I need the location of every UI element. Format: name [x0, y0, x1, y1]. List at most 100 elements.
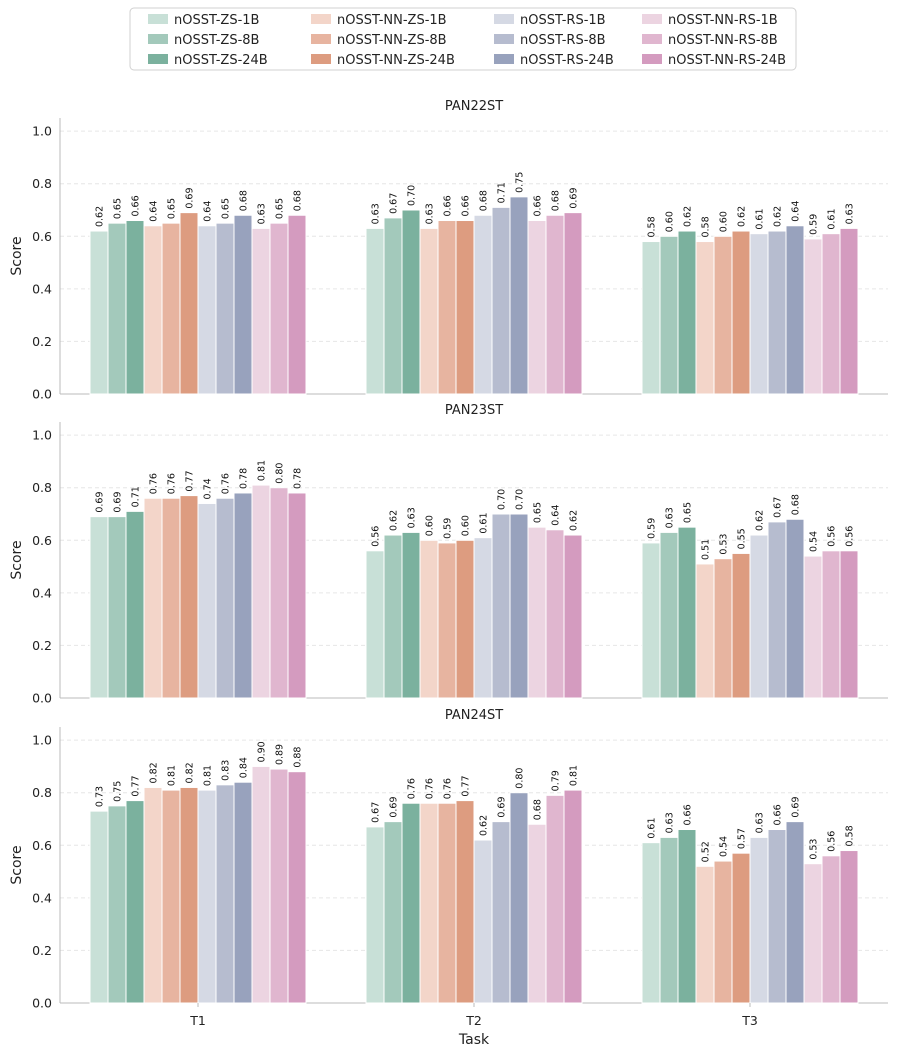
y-tick-label: 0.6: [32, 533, 52, 548]
y-tick-label: 0.2: [32, 638, 52, 653]
bar-value-label: 0.65: [113, 198, 124, 219]
bar-value-label: 0.64: [551, 505, 562, 526]
bar: [803, 863, 823, 1004]
bar-value-label: 0.63: [755, 812, 766, 833]
legend-swatch: [642, 34, 662, 44]
bar: [641, 842, 661, 1004]
legend-swatch: [148, 14, 168, 24]
bar-value-label: 0.78: [293, 468, 304, 489]
bar: [713, 558, 733, 699]
legend-label: nOSST-RS-8B: [520, 33, 606, 48]
bar-value-label: 0.65: [167, 198, 178, 219]
x-tick-label: T3: [741, 1013, 758, 1028]
bar: [437, 220, 457, 395]
bar-value-label: 0.60: [719, 211, 730, 232]
legend-label: nOSST-NN-ZS-24B: [337, 53, 455, 68]
bar: [197, 789, 217, 1004]
bar-value-label: 0.73: [95, 786, 106, 807]
bar-value-label: 0.68: [551, 190, 562, 211]
bar: [401, 802, 421, 1004]
bar-value-label: 0.81: [203, 765, 214, 786]
bar: [785, 821, 805, 1004]
bar-value-label: 0.65: [275, 198, 286, 219]
bar-value-label: 0.70: [407, 185, 418, 206]
bar: [473, 839, 493, 1004]
bar: [473, 214, 493, 395]
bar: [821, 233, 841, 395]
bar: [89, 516, 109, 699]
bar-value-label: 0.62: [95, 206, 106, 227]
bar: [143, 786, 163, 1004]
bar-value-label: 0.65: [683, 502, 694, 523]
bar: [563, 212, 583, 395]
bar: [251, 765, 271, 1004]
bar: [179, 495, 199, 699]
bar: [233, 214, 253, 395]
bar-value-label: 0.69: [113, 491, 124, 512]
bar: [437, 542, 457, 699]
bar-value-label: 0.63: [371, 203, 382, 224]
bar: [509, 513, 529, 699]
x-axis-label: Task: [458, 1032, 490, 1048]
bar: [695, 241, 715, 395]
bar-value-label: 0.76: [425, 778, 436, 799]
legend-swatch: [148, 54, 168, 64]
bar-value-label: 0.52: [701, 841, 712, 862]
bar-value-label: 0.62: [755, 510, 766, 531]
bar: [749, 836, 769, 1004]
bar-value-label: 0.70: [497, 489, 508, 510]
bar: [695, 563, 715, 699]
bar: [215, 784, 235, 1004]
bar: [197, 502, 217, 699]
bar-value-label: 0.63: [665, 507, 676, 528]
legend-label: nOSST-NN-RS-8B: [668, 33, 778, 48]
bar-value-label: 0.76: [443, 778, 454, 799]
legend-swatch: [642, 54, 662, 64]
bar: [695, 865, 715, 1004]
bar: [107, 516, 127, 699]
bar-value-label: 0.68: [533, 799, 544, 820]
bar-value-label: 0.56: [371, 526, 382, 547]
bar: [383, 821, 403, 1004]
bar: [641, 241, 661, 395]
x-tick-label: T1: [189, 1013, 206, 1028]
bar: [641, 542, 661, 699]
bar: [473, 537, 493, 699]
bar-value-label: 0.56: [845, 526, 856, 547]
bar: [527, 220, 547, 395]
bar-value-label: 0.76: [149, 473, 160, 494]
bar-value-label: 0.67: [371, 802, 382, 823]
legend-swatch: [148, 34, 168, 44]
bar: [545, 214, 565, 395]
bar-value-label: 0.59: [809, 214, 820, 235]
bar: [269, 222, 289, 395]
bar: [563, 789, 583, 1004]
legend-label: nOSST-NN-RS-1B: [668, 13, 778, 28]
bar-value-label: 0.77: [131, 775, 142, 796]
bar-value-label: 0.66: [683, 804, 694, 825]
y-tick-label: 0.8: [32, 480, 52, 495]
bar: [401, 531, 421, 699]
bar: [677, 829, 697, 1004]
y-tick-label: 0.0: [32, 996, 52, 1011]
bar-value-label: 0.81: [257, 460, 268, 481]
legend-label: nOSST-NN-ZS-1B: [337, 13, 447, 28]
bar: [713, 860, 733, 1004]
legend-swatch: [311, 54, 331, 64]
bar: [491, 821, 511, 1004]
bar-value-label: 0.66: [773, 804, 784, 825]
legend-swatch: [642, 14, 662, 24]
bar-value-label: 0.78: [239, 468, 250, 489]
bar-value-label: 0.66: [443, 195, 454, 216]
bar: [527, 526, 547, 699]
bar-value-label: 0.60: [461, 515, 472, 536]
bar-value-label: 0.67: [389, 193, 400, 214]
y-tick-label: 1.0: [32, 733, 52, 748]
bar: [785, 518, 805, 699]
panel-title: PAN23ST: [445, 403, 503, 418]
bar: [821, 550, 841, 699]
panel-pan24st: PAN24ST 0.0 0.2 0.4 0.6 0.8 1.0 Score 0.73 0.67 0.…: [9, 708, 888, 1028]
bar: [143, 225, 163, 395]
bar-value-label: 0.53: [719, 534, 730, 555]
